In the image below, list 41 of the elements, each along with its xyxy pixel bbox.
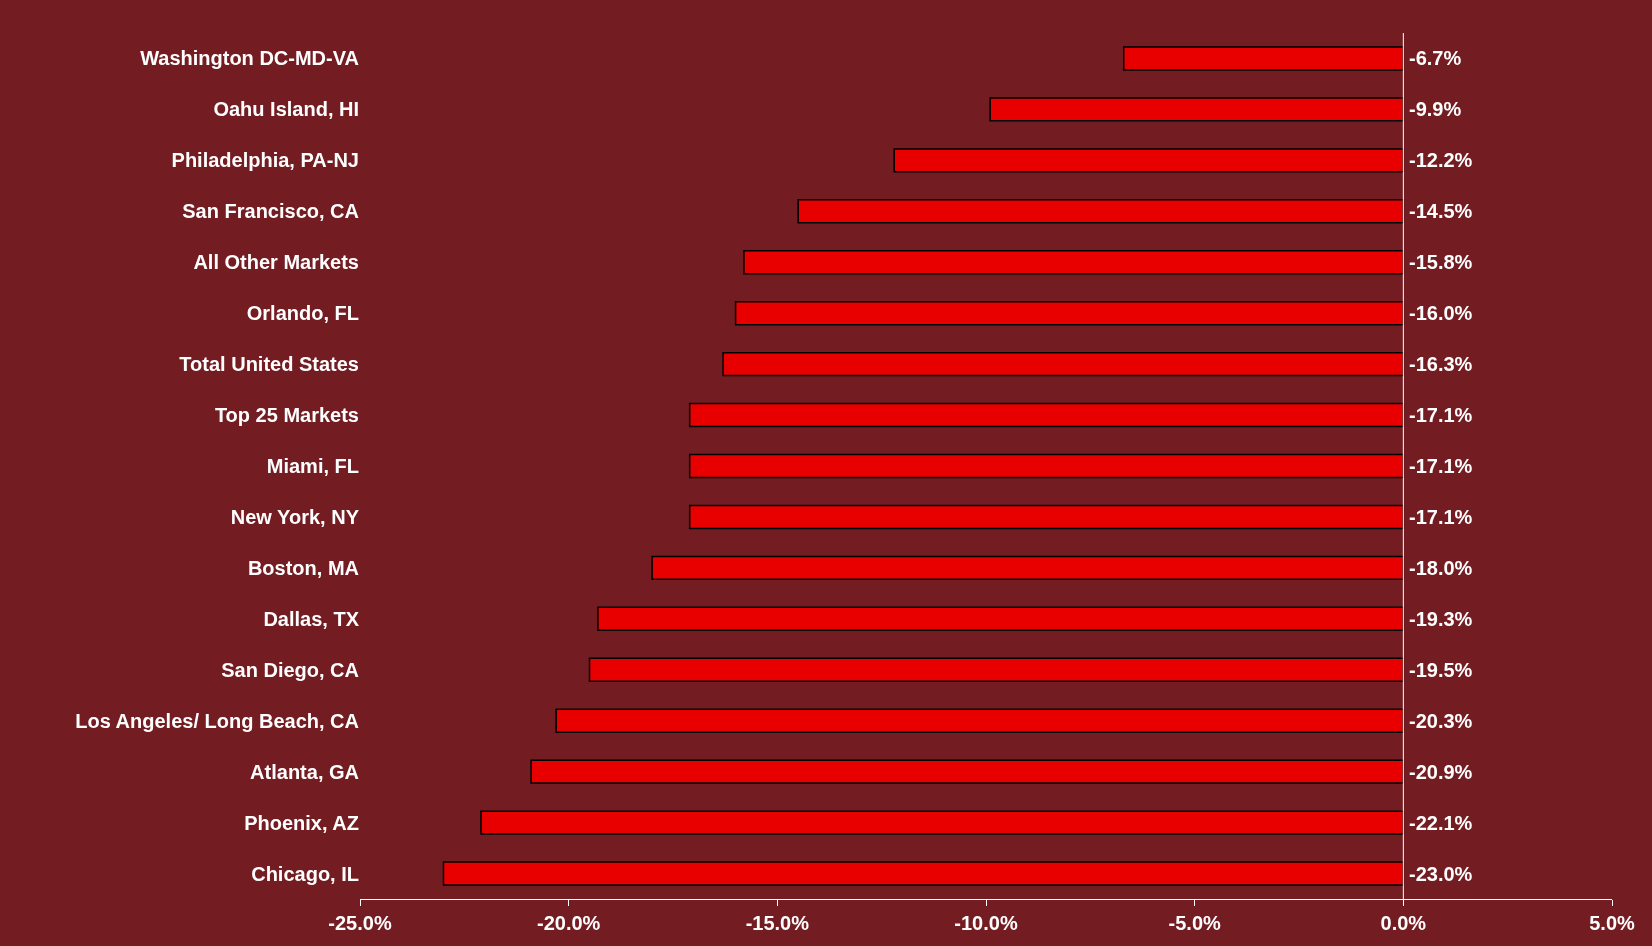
x-tick-label: -20.0%: [536, 912, 601, 934]
x-tick-label: -25.0%: [328, 912, 392, 934]
y-tick-label: Atlanta, GA: [250, 760, 359, 783]
data-label: -6.7%: [1409, 47, 1462, 69]
y-tick-label: Total United States: [179, 353, 359, 376]
y-tick-label: Top 25 Markets: [214, 404, 359, 427]
x-tick-label: -15.0%: [745, 912, 810, 934]
y-tick-label: Phoenix, AZ: [244, 811, 359, 834]
data-label: -9.9%: [1409, 98, 1462, 120]
y-tick-label: Los Angeles/ Long Beach, CA: [75, 709, 359, 732]
data-label: -16.0%: [1409, 302, 1473, 324]
y-tick-label: San Francisco, CA: [182, 200, 359, 223]
data-label: -23.0%: [1409, 863, 1473, 885]
data-label: -19.5%: [1409, 659, 1473, 681]
data-label: -16.3%: [1409, 353, 1473, 375]
x-tick-label: -10.0%: [954, 912, 1018, 934]
data-label: -20.9%: [1409, 761, 1473, 783]
y-tick-label: Philadelphia, PA-NJ: [171, 149, 359, 172]
data-label: -17.1%: [1409, 404, 1473, 426]
data-label: -22.1%: [1409, 812, 1473, 834]
data-label: -17.1%: [1409, 455, 1473, 477]
y-tick-label: Chicago, IL: [251, 862, 359, 885]
y-tick-label: Oahu Island, HI: [213, 98, 359, 121]
y-tick-label: San Diego, CA: [221, 658, 359, 681]
x-tick-label: 5.0%: [1589, 912, 1636, 934]
y-tick-label: All Other Markets: [193, 251, 359, 274]
x-tick-label: -5.0%: [1168, 912, 1222, 934]
data-label: -20.3%: [1409, 710, 1473, 732]
y-tick-label: Washington DC-MD-VA: [140, 47, 359, 70]
y-tick-label: Boston, MA: [247, 556, 359, 579]
data-label: -19.3%: [1409, 608, 1473, 630]
data-label: -17.1%: [1409, 506, 1473, 528]
data-label: -12.2%: [1409, 149, 1473, 171]
y-tick-label: Dallas, TX: [263, 607, 360, 630]
data-label: -15.8%: [1409, 251, 1473, 273]
data-label: -18.0%: [1409, 557, 1473, 579]
x-tick-label: 0.0%: [1380, 912, 1427, 934]
y-tick-label: New York, NY: [230, 505, 360, 528]
data-label: -14.5%: [1409, 200, 1473, 222]
y-tick-label: Orlando, FL: [246, 302, 359, 325]
y-tick-label: Miami, FL: [266, 455, 359, 477]
